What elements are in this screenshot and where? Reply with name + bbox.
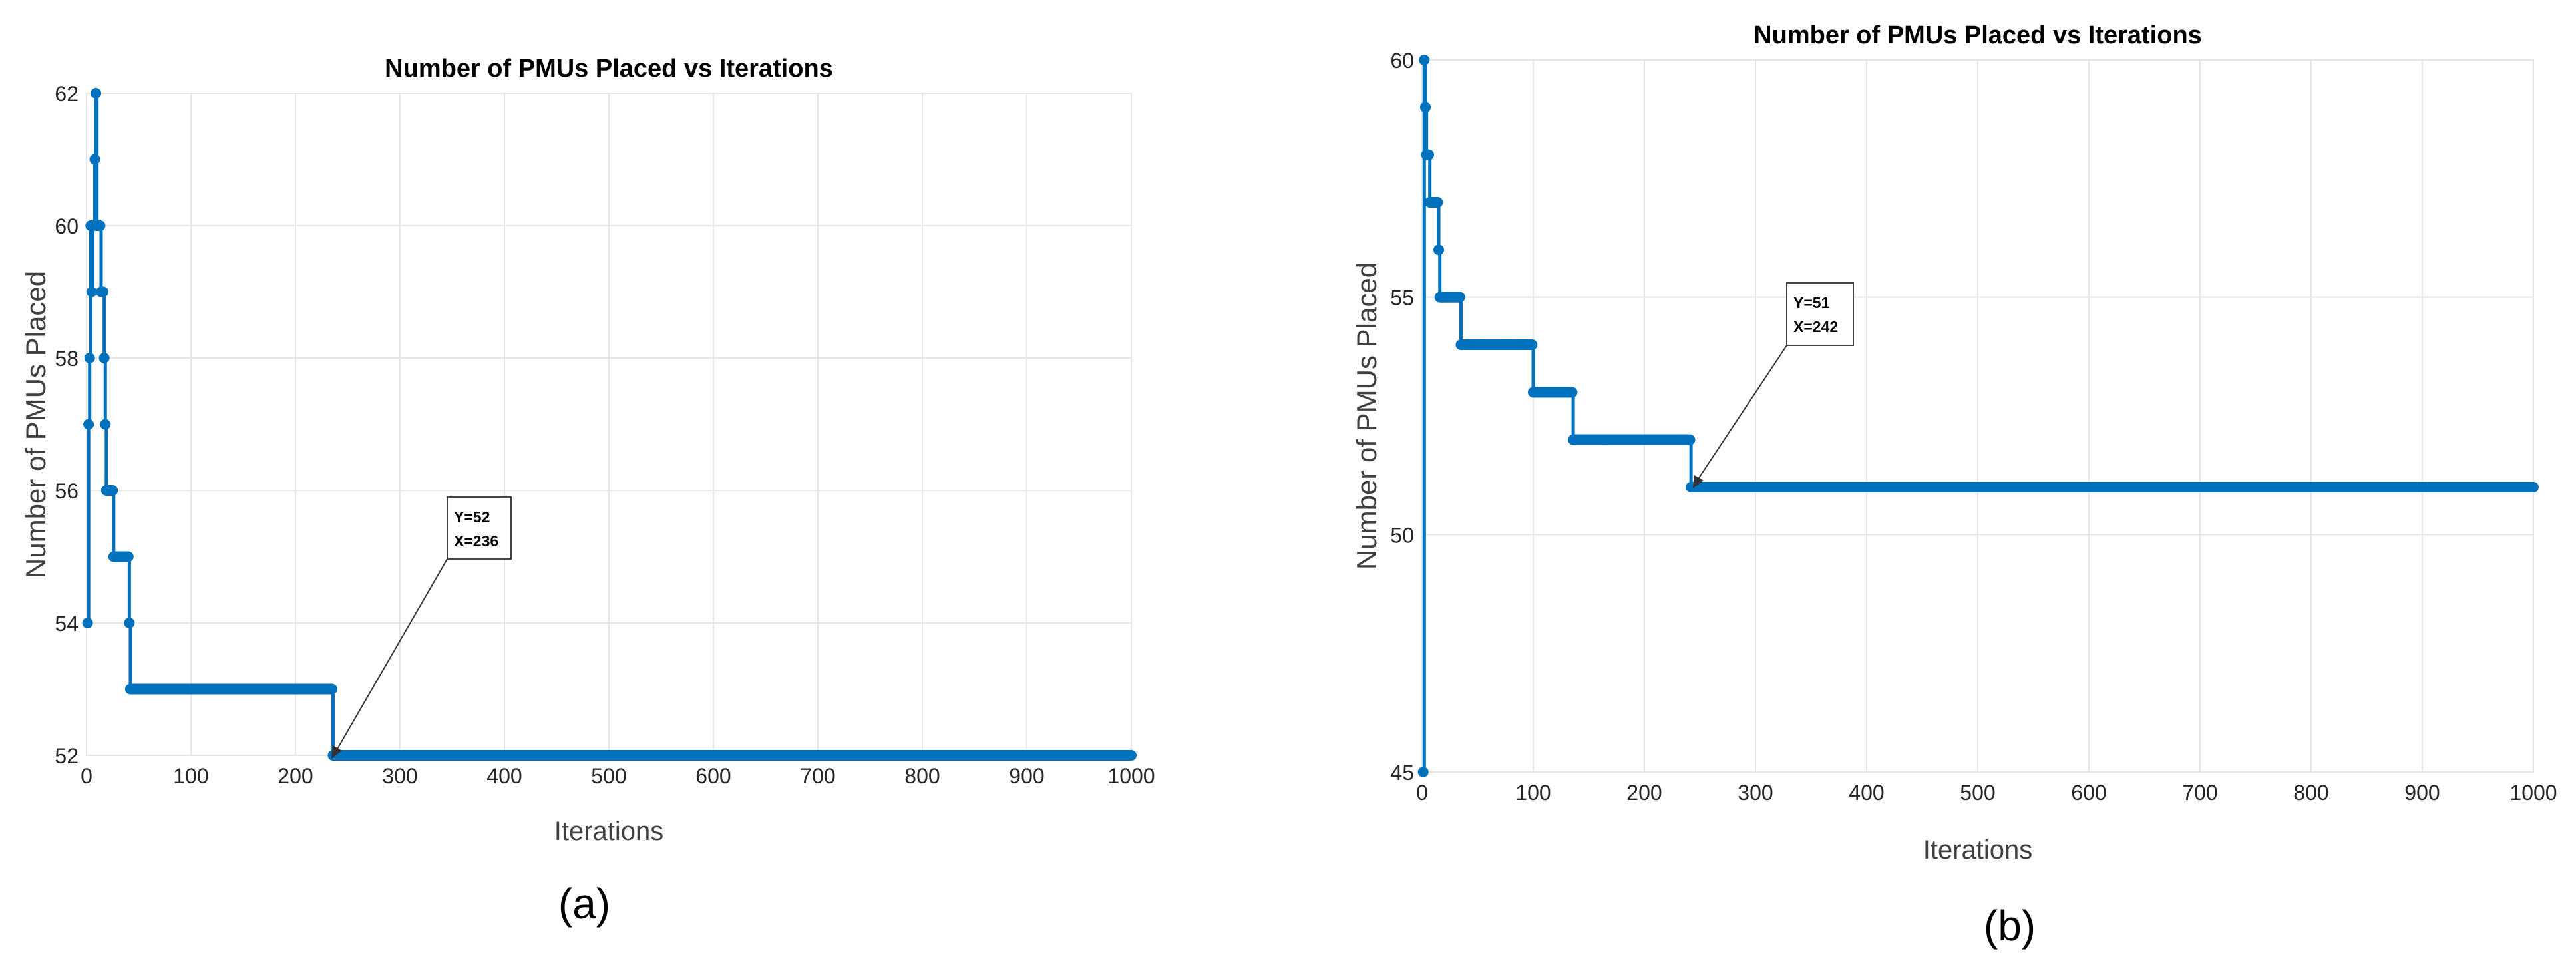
- x-tick-label-a: 100: [173, 764, 208, 788]
- y-tick-labels-a: 52 54 56 58 60 62: [55, 82, 79, 768]
- y-tick-label-a: 56: [55, 479, 79, 503]
- x-tick-label-b: 700: [2182, 781, 2217, 805]
- data-point-a: [326, 683, 337, 695]
- x-tick-label-a: 600: [695, 764, 731, 788]
- annotation-a: Y=52 X=236: [331, 496, 512, 759]
- data-point-a: [98, 353, 110, 363]
- x-tick-labels-b: 0 100 200 300 400 500 600 700 800 900 1000: [1416, 781, 2557, 805]
- y-tick-labels-b: 45 50 55 60: [1390, 49, 1414, 785]
- series-a: [82, 88, 1137, 761]
- y-tick-label-a: 54: [55, 612, 79, 636]
- y-tick-label-a: 62: [55, 82, 79, 106]
- y-tick-label-a: 60: [55, 214, 79, 238]
- annotation-arrowhead-a: [331, 745, 342, 759]
- annotation-box-b: [1786, 282, 1854, 346]
- data-point-b: [1433, 244, 1445, 256]
- x-tick-label-b: 600: [2071, 781, 2106, 805]
- x-axis-label-b: Iterations: [1923, 835, 2033, 865]
- series-b: [1417, 55, 2539, 777]
- x-tick-label-a: 800: [904, 764, 940, 788]
- data-point-a: [1126, 750, 1137, 761]
- annotation-x-b: X=242: [1793, 318, 1838, 335]
- annotation-arrow-b: [1697, 345, 1787, 481]
- data-point-a: [84, 353, 95, 363]
- x-tick-labels-a: 0 100 200 300 400 500 600 700 800 900 1000: [81, 764, 1155, 788]
- x-tick-label-b: 300: [1738, 781, 1773, 805]
- x-axis-label-a: Iterations: [554, 817, 664, 846]
- grid-b: [1421, 59, 2534, 773]
- y-tick-label-b: 50: [1390, 523, 1414, 547]
- chart-title-a: Number of PMUs Placed vs Iterations: [385, 55, 833, 83]
- x-tick-label-a: 400: [486, 764, 522, 788]
- y-tick-label-b: 60: [1390, 49, 1414, 73]
- x-tick-label-a: 200: [277, 764, 313, 788]
- x-tick-label-b: 400: [1849, 781, 1884, 805]
- data-point-b: [1423, 149, 1435, 160]
- x-tick-label-b: 1000: [2509, 781, 2557, 805]
- x-tick-label-a: 0: [81, 764, 92, 788]
- panel-label-a: (a): [558, 880, 610, 928]
- data-point-b: [1419, 55, 1430, 65]
- data-point-a: [83, 419, 94, 430]
- x-tick-label-a: 300: [382, 764, 417, 788]
- data-point-b: [1417, 767, 1429, 777]
- data-point-b: [1527, 339, 1538, 350]
- x-tick-label-b: 800: [2293, 781, 2328, 805]
- data-point-b: [1684, 434, 1696, 445]
- data-point-a: [107, 485, 118, 496]
- annotation-box-a: [447, 496, 512, 560]
- data-point-b: [1420, 102, 1431, 113]
- x-tick-label-a: 700: [800, 764, 835, 788]
- x-tick-label-a: 500: [591, 764, 626, 788]
- chart-a: 52 54 56 58 60 62 0 100 200 300 400 500 600 700 800 90…: [20, 55, 1155, 928]
- x-tick-label-b: 900: [2404, 781, 2440, 805]
- y-axis-label-a: Number of PMUs Placed: [20, 271, 51, 578]
- annotation-y-b: Y=51: [1793, 294, 1830, 311]
- data-point-a: [124, 618, 135, 628]
- annotation-arrowhead-b: [1693, 475, 1704, 488]
- y-axis-label-b: Number of PMUs Placed: [1351, 262, 1382, 570]
- annotation-y-a: Y=52: [454, 508, 490, 526]
- panel-label-b: (b): [1984, 902, 2036, 950]
- x-tick-label-b: 200: [1626, 781, 1662, 805]
- x-tick-label-b: 100: [1515, 781, 1551, 805]
- y-tick-label-a: 58: [55, 347, 79, 371]
- x-tick-label-a: 1000: [1107, 764, 1155, 788]
- data-point-b: [2528, 482, 2539, 492]
- chart-title-b: Number of PMUs Placed vs Iterations: [1753, 21, 2202, 49]
- data-point-a: [82, 618, 93, 628]
- x-tick-label-b: 500: [1960, 781, 1995, 805]
- y-tick-label-a: 52: [55, 744, 79, 768]
- data-point-a: [100, 419, 111, 430]
- annotation-x-a: X=236: [454, 532, 498, 550]
- y-tick-label-b: 55: [1390, 286, 1414, 310]
- chart-b: 45 50 55 60 0 100 200 300 400 500 600 700 800 900 100…: [1351, 21, 2557, 950]
- x-tick-label-a: 900: [1009, 764, 1044, 788]
- data-point-a: [94, 220, 106, 231]
- data-point-b: [1432, 197, 1443, 208]
- y-tick-label-b: 45: [1390, 761, 1414, 785]
- data-point-a: [89, 154, 100, 165]
- data-point-a: [122, 551, 134, 562]
- data-point-b: [1454, 292, 1465, 303]
- annotation-arrow-a: [336, 558, 448, 751]
- data-point-a: [91, 88, 102, 98]
- data-point-a: [86, 286, 97, 297]
- annotation-b: Y=51 X=242: [1693, 282, 1854, 488]
- data-point-b: [1566, 387, 1578, 398]
- data-point-a: [98, 286, 109, 297]
- x-tick-label-b: 0: [1416, 781, 1428, 805]
